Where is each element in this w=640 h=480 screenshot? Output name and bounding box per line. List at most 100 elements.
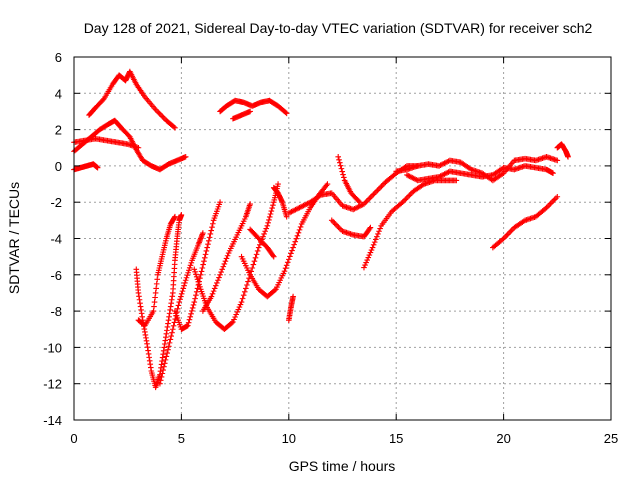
data-point xyxy=(185,319,192,326)
x-tick-label: 25 xyxy=(604,431,618,446)
data-point xyxy=(209,291,216,297)
data-point xyxy=(154,108,160,114)
data-point xyxy=(362,262,368,268)
data-point xyxy=(267,211,274,217)
data-point xyxy=(453,177,460,184)
series-arc-7 xyxy=(133,212,185,391)
series-arc-22 xyxy=(404,163,556,184)
data-point xyxy=(337,162,344,169)
data-point xyxy=(366,195,373,202)
data-point xyxy=(283,262,290,269)
data-point xyxy=(332,221,339,228)
data-point xyxy=(282,265,289,272)
data-point xyxy=(203,248,210,254)
data-point xyxy=(172,213,178,220)
data-point xyxy=(547,200,554,207)
data-point xyxy=(355,198,362,204)
data-point xyxy=(328,217,335,224)
data-point xyxy=(289,247,295,254)
data-point xyxy=(252,254,259,261)
data-point xyxy=(341,174,347,181)
data-point xyxy=(504,231,511,238)
data-point xyxy=(159,113,166,120)
data-point xyxy=(198,268,205,275)
data-point xyxy=(376,228,382,235)
data-point xyxy=(223,255,230,262)
data-point xyxy=(295,230,302,236)
data-point xyxy=(375,231,381,237)
data-point xyxy=(245,278,251,285)
data-point xyxy=(373,188,379,195)
data-point xyxy=(405,193,411,200)
data-point xyxy=(189,308,195,314)
y-tick-label: -14 xyxy=(43,413,62,428)
data-point xyxy=(247,201,253,207)
data-point xyxy=(199,265,206,271)
data-point xyxy=(407,191,414,197)
data-point xyxy=(253,251,260,258)
data-point xyxy=(171,124,177,130)
data-point xyxy=(166,340,173,346)
data-point xyxy=(208,227,215,234)
data-point xyxy=(210,220,216,227)
data-point xyxy=(195,279,202,285)
series-arc-10 xyxy=(172,199,223,333)
data-point xyxy=(379,182,386,188)
series-arc-12 xyxy=(200,201,253,314)
data-point xyxy=(255,244,262,251)
y-axis-label: SDTVAR / TECUs xyxy=(6,182,22,294)
data-point xyxy=(291,241,297,248)
data-point xyxy=(554,157,561,164)
data-points xyxy=(71,68,571,391)
data-point xyxy=(218,269,224,275)
data-point xyxy=(330,218,336,225)
series-arc-8 xyxy=(135,213,178,329)
y-tick-label: -12 xyxy=(43,377,62,392)
data-point xyxy=(367,224,374,231)
data-point xyxy=(336,156,342,163)
data-point xyxy=(169,329,175,336)
data-point xyxy=(239,295,246,302)
y-tick-label: -4 xyxy=(50,232,62,247)
data-point xyxy=(234,309,241,315)
data-point xyxy=(182,280,188,286)
data-point xyxy=(250,261,257,268)
data-point xyxy=(160,367,166,373)
data-point xyxy=(163,353,170,360)
data-point xyxy=(155,109,162,116)
y-tick-label: 0 xyxy=(55,159,62,174)
data-point xyxy=(230,319,236,325)
data-point xyxy=(268,208,275,214)
data-point xyxy=(224,252,231,259)
data-point xyxy=(100,97,106,103)
data-point xyxy=(335,224,342,230)
data-point xyxy=(371,239,378,245)
data-point xyxy=(236,304,243,310)
data-point xyxy=(157,377,164,384)
data-point xyxy=(233,311,239,318)
data-point xyxy=(293,235,300,242)
data-point xyxy=(287,253,293,260)
data-point xyxy=(221,261,228,267)
series-arc-5 xyxy=(217,97,290,117)
data-point xyxy=(180,285,187,292)
data-point xyxy=(506,230,512,236)
data-point xyxy=(549,199,555,205)
data-point xyxy=(211,285,218,292)
data-point xyxy=(297,224,304,230)
data-point xyxy=(182,154,189,160)
data-point xyxy=(229,320,235,326)
data-point xyxy=(206,234,213,241)
data-point xyxy=(368,247,375,253)
data-point xyxy=(187,313,194,320)
data-point xyxy=(190,302,197,308)
data-point xyxy=(200,261,206,268)
data-point xyxy=(269,205,275,211)
data-point xyxy=(217,199,223,205)
data-point xyxy=(378,183,385,190)
data-point xyxy=(181,282,187,289)
data-point xyxy=(241,289,248,295)
data-point xyxy=(178,293,184,300)
series-arc-18 xyxy=(335,154,363,205)
data-point xyxy=(251,258,258,264)
